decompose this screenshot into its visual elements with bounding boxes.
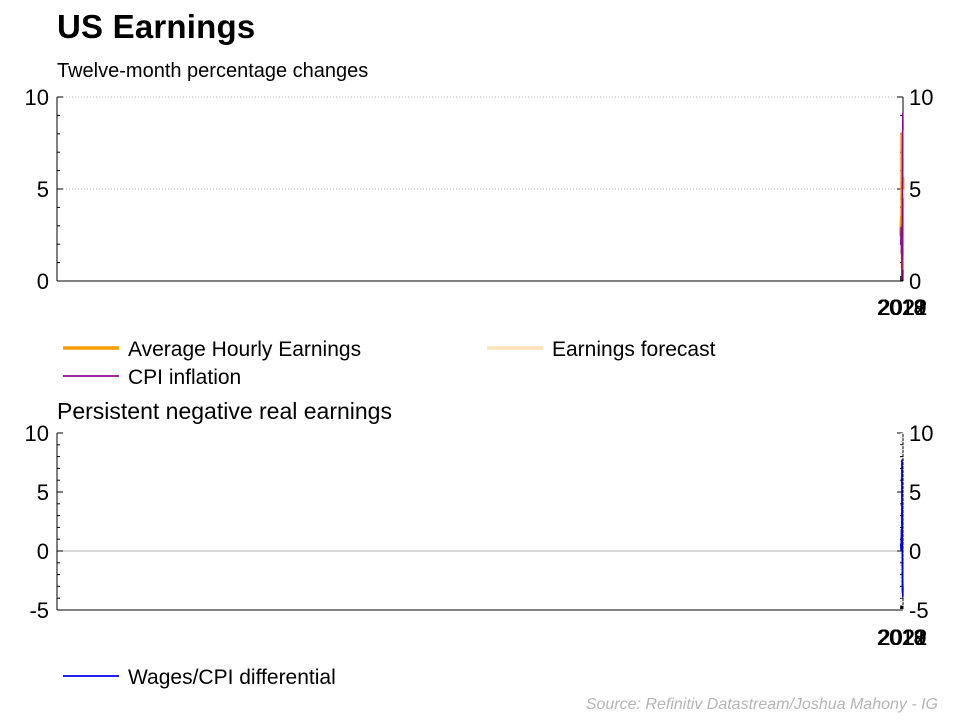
legend-label: CPI inflation — [128, 366, 241, 389]
y-tick-label-left: 10 — [25, 421, 49, 446]
series-line-wages-cpi-differential — [899, 459, 904, 598]
y-tick-label-right: -5 — [909, 598, 929, 623]
legend-label: Wages/CPI differential — [128, 666, 336, 689]
bottom-chart-subtitle: Persistent negative real earnings — [57, 398, 392, 424]
chart-title: US Earnings — [57, 8, 256, 45]
y-tick-label-right: 0 — [909, 539, 921, 564]
series-line-cpi-inflation — [899, 112, 904, 281]
y-tick-label-right: 10 — [909, 85, 933, 110]
y-tick-label-right: 5 — [909, 177, 921, 202]
y-tick-label-right: 5 — [909, 480, 921, 505]
x-tick-label: 2019 — [877, 625, 926, 650]
x-tick-label: 2018 — [877, 295, 926, 320]
y-tick-label-right: 10 — [909, 421, 933, 446]
y-tick-label-left: 5 — [37, 480, 49, 505]
top-chart-subtitle: Twelve-month percentage changes — [57, 60, 369, 82]
x-tick-label: 2021 — [878, 295, 927, 320]
y-tick-label-left: -5 — [29, 598, 49, 623]
y-tick-label-left: 5 — [37, 177, 49, 202]
x-tick-label: 2019 — [877, 295, 926, 320]
y-tick-label-right: 0 — [909, 269, 921, 294]
x-tick-label: 2022 — [878, 295, 927, 320]
legend-label: Average Hourly Earnings — [128, 338, 361, 361]
x-tick-label: 2021 — [878, 625, 927, 650]
y-tick-label-left: 0 — [37, 539, 49, 564]
x-tick-label: 2022 — [878, 625, 927, 650]
x-tick-label: 2020 — [878, 625, 927, 650]
x-tick-label: 2018 — [877, 625, 926, 650]
x-tick-label: 2020 — [878, 295, 927, 320]
y-tick-label-left: 0 — [37, 269, 49, 294]
source-note: Source: Refinitiv Datastream/Joshua Maho… — [585, 696, 938, 713]
y-tick-label-left: 10 — [25, 85, 49, 110]
legend-label: Earnings forecast — [552, 338, 716, 361]
